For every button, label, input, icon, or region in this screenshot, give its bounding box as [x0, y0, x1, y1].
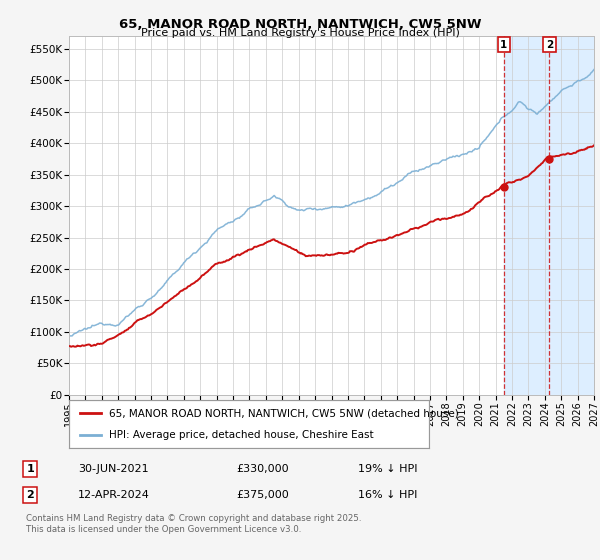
Text: 1: 1 [500, 40, 508, 50]
Text: 19% ↓ HPI: 19% ↓ HPI [358, 464, 417, 474]
Text: HPI: Average price, detached house, Cheshire East: HPI: Average price, detached house, Ches… [109, 430, 373, 440]
Text: 65, MANOR ROAD NORTH, NANTWICH, CW5 5NW: 65, MANOR ROAD NORTH, NANTWICH, CW5 5NW [119, 18, 481, 31]
Text: Contains HM Land Registry data © Crown copyright and database right 2025.
This d: Contains HM Land Registry data © Crown c… [26, 514, 362, 534]
Text: 2: 2 [26, 489, 34, 500]
Text: £375,000: £375,000 [236, 489, 289, 500]
Text: Price paid vs. HM Land Registry's House Price Index (HPI): Price paid vs. HM Land Registry's House … [140, 28, 460, 38]
Text: 30-JUN-2021: 30-JUN-2021 [78, 464, 149, 474]
Bar [550, 36, 600, 395]
Text: £330,000: £330,000 [236, 464, 289, 474]
Text: 1: 1 [26, 464, 34, 474]
Text: 2: 2 [546, 40, 553, 50]
Text: 16% ↓ HPI: 16% ↓ HPI [358, 489, 417, 500]
Text: 12-APR-2024: 12-APR-2024 [78, 489, 150, 500]
Text: 65, MANOR ROAD NORTH, NANTWICH, CW5 5NW (detached house): 65, MANOR ROAD NORTH, NANTWICH, CW5 5NW … [109, 408, 458, 418]
Bar [504, 36, 550, 395]
